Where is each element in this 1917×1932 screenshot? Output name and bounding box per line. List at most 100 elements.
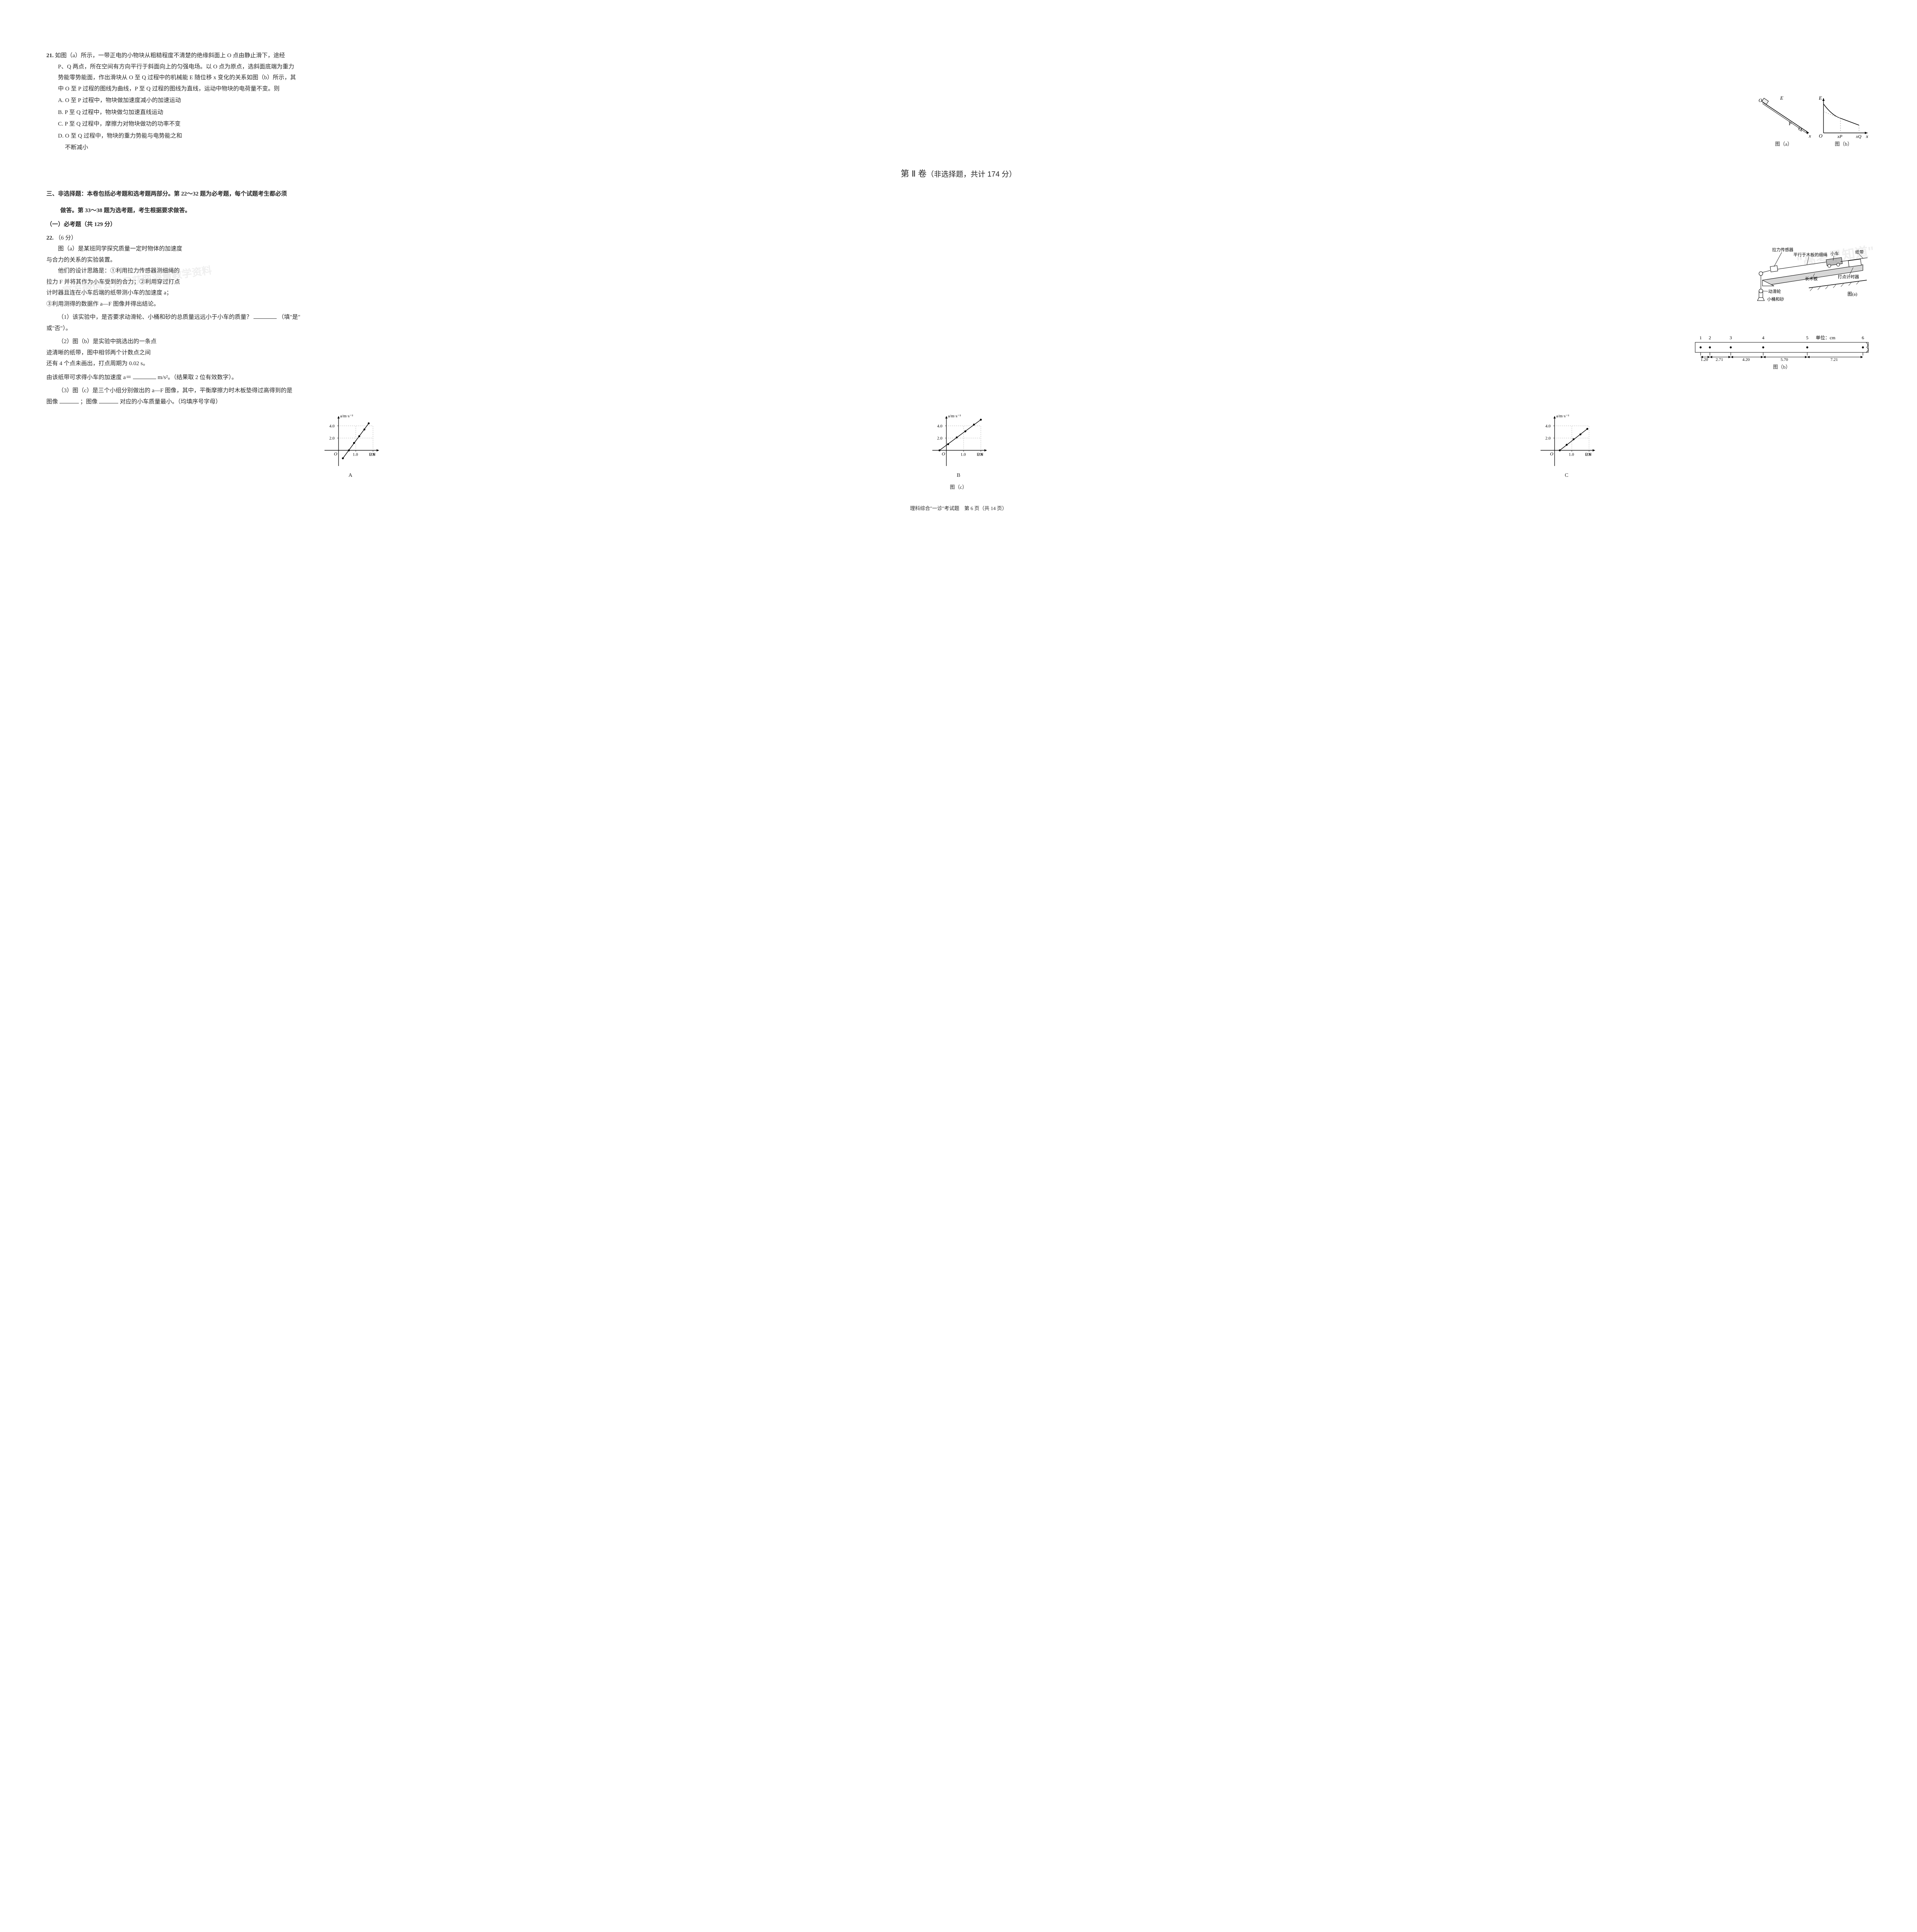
q22-p2-l3: 计时器且连在小车后端的纸带测小车的加速度 a； [46,287,1871,299]
q21-options: A. O 至 P 过程中，物块做加速度减小的加速运动 B. P 至 Q 过程中，… [46,95,1871,153]
q21-number: 21. [46,53,54,59]
svg-text:F/N: F/N [977,452,983,457]
q22-sub3-pre: 图像 [46,399,58,405]
q22a-lbl-tape: 纸带 [1855,250,1864,255]
chart-B: 2.04.01.02.0Oa/m·s⁻²F/NB [927,413,989,481]
q21-stem-l4: 中 O 至 P 过程的图线为曲线，P 至 Q 过程的图线为直线，运动中物块的电荷… [46,83,1871,95]
svg-text:O: O [1550,451,1553,457]
q22-sub3-mid: ；图像 [80,399,98,405]
q21-optB: B. P 至 Q 过程中，物块做匀加速直线运动 [58,107,1871,118]
q22-sub1-l1: （1）该实验中，是否要求动滑轮、小桶和砂的总质量远远小于小车的质量？ [58,314,252,320]
q22-figb-caption: 图（b） [1693,362,1871,372]
q22-sub1-blank[interactable] [253,313,277,319]
question-21: 21. 如图（a）所示，一带正电的小物块从粗糙程度不清楚的绝缘斜面上 O 点由静… [46,50,1871,154]
q21-optD-l2: 不断减小 [58,142,1871,153]
svg-text:2.0: 2.0 [937,436,943,441]
q21-figa-P: P [1789,121,1791,126]
q22-sub3-blank1[interactable] [60,398,79,403]
q21-figa-x: x [1808,133,1811,139]
q21-figa-caption: 图（a） [1755,139,1813,149]
svg-text:7.21: 7.21 [1830,357,1838,362]
q22-figc-caption: 图（c） [46,483,1871,492]
svg-text:F/N: F/N [1585,452,1592,457]
q22-sub3-blank2[interactable] [99,398,118,403]
svg-text:1.20: 1.20 [1701,357,1708,362]
q22-p1-l1-txt: 图（a）是某班同学探究质量一定时物体的加速度 [58,246,182,252]
q21-stem-l3: 势能零势能面，作出滑块从 O 至 Q 过程中的机械能 E 随位移 x 变化的关系… [46,72,1871,83]
q22-sub2-l4-post: m/s²。（结果取 2 位有效数字）。 [158,374,237,381]
svg-text:5: 5 [1806,335,1808,340]
q21-optC: C. P 至 Q 过程中，摩擦力对物块做功的功率不变 [58,119,1871,130]
q21-figb-E: E [1818,95,1822,101]
sec2-paren: （非选择题，共计 174 分） [927,170,1016,179]
svg-text:2: 2 [1709,335,1711,340]
q22-p2-l1: 他们的设计思路是：①利用拉力传感器测细绳的 [46,265,1871,277]
page-footer: 理科综合"一诊"考试题 第 6 页（共 14 页） [46,504,1871,514]
q21-figb-O: O [1819,133,1823,139]
q22-p2-l2: 拉力 F 并将其作为小车受到的合力；②利用穿过打点 [46,277,1871,288]
chart-A: 2.04.01.02.0Oa/m·s⁻²F/NA [320,413,381,481]
q21-fig-b: E O xP xQ x 图（b） [1817,94,1871,149]
q21-figb-xQ: xQ [1856,134,1861,139]
q22-sub2-l1: （2）图（b）是实验中挑选出的一条点 [46,336,1871,347]
svg-text:2.71: 2.71 [1716,357,1723,362]
q21-figures: E O P Q x 图（a） [1755,94,1871,149]
svg-text:1.0: 1.0 [1569,452,1574,457]
svg-text:a/m·s⁻²: a/m·s⁻² [948,414,961,418]
sec2-suffix: 卷 [918,169,927,179]
q22-sub3-l2: 图像 ；图像 对应的小车质量最小。（均填序号字母） [46,396,1871,408]
q22-sub2-blank[interactable] [133,373,156,379]
svg-text:6: 6 [1862,335,1864,340]
svg-text:2.0: 2.0 [1545,436,1551,441]
section-2-title: 第 Ⅱ 卷（非选择题，共计 174 分） [46,166,1871,182]
svg-text:4: 4 [1762,335,1764,340]
sec3-required: （一）必考题（共 129 分） [46,219,1871,230]
svg-text:2.0: 2.0 [329,436,335,441]
q21-figb-x: x [1866,133,1868,139]
q22a-caption: 图(a) [1847,291,1857,297]
svg-text:1.0: 1.0 [961,452,966,457]
svg-text:5.70: 5.70 [1781,357,1788,362]
q22a-lbl-string: 平行于木板的细绳 [1793,252,1827,257]
q22-sub2-l2: 迹清晰的纸带，图中相邻两个计数点之间 [46,347,1871,359]
svg-text:4.0: 4.0 [1545,424,1551,429]
q22a-lbl-board: 长木板 [1805,276,1818,281]
svg-text:O: O [942,451,946,457]
sec2-roman: Ⅱ [912,169,916,179]
svg-text:F/N: F/N [369,452,375,457]
chart-C: 2.04.01.02.0Oa/m·s⁻²F/NC [1536,413,1597,481]
q22a-lbl-sensor: 拉力传感器 [1772,247,1793,252]
svg-text:4.0: 4.0 [329,424,335,429]
q22-p2-l4: ③利用测得的数据作 a—F 图像并得出结论。 [46,299,1871,310]
sec3-l2: 做答。第 33～38 题为选考题，考生根据要求做答。 [46,205,1871,216]
q21-figb-caption: 图（b） [1817,139,1871,149]
sec2-prefix: 第 [901,169,909,179]
svg-text:1.0: 1.0 [353,452,358,457]
q22-figb-svg: 单位：cm1234561.202.714.205.707.21 [1693,334,1871,362]
q22-sub3-post: 对应的小车质量最小。（均填序号字母） [120,399,221,405]
q22a-lbl-cart: 小车 [1830,251,1839,256]
question-22: "高考早知道" 官方微信公众号获取海量教学资料 22. （6 分） [46,233,1871,492]
q22-sub1: （1）该实验中，是否要求动滑轮、小桶和砂的总质量远远小于小车的质量？ （填"是" [46,312,1871,323]
q22-sub2-l4: 由该纸带可求得小车的加速度 a＝ m/s²。（结果取 2 位有效数字）。 [46,372,1871,383]
q22-number: 22. [46,235,54,241]
q21-optD-l1: D. O 至 Q 过程中，物块的重力势能与电势能之和 [58,131,1871,142]
svg-text:3: 3 [1730,335,1732,340]
q22-fig-a: 拉力传感器 平行于木板的细绳 小车 纸带 长木板 打点计时器 动滑轮 小桶和砂 … [1751,243,1871,301]
q22-sub2-l4-pre: 由该纸带可求得小车的加速度 a＝ [46,374,131,381]
q22-sub1-l2: （填"是" [278,314,300,320]
q21-figa-E: E [1780,95,1783,101]
q21-stem-l1: 如图（a）所示，一带正电的小物块从粗糙程度不清楚的绝缘斜面上 O 点由静止滑下，… [55,53,285,59]
q22-points: （6 分） [55,235,77,241]
q22a-lbl-pulley: 动滑轮 [1768,289,1781,294]
q22-header: 22. （6 分） [46,233,1871,244]
sec3-l1: 三、非选择题：本卷包括必考题和选考题两部分。第 22～32 题为必考题，每个试题… [46,191,287,197]
svg-text:O: O [334,451,337,457]
q21-optA: A. O 至 P 过程中，物块做加速度减小的加速运动 [58,95,1871,106]
q22-p1-l2: 与合力的关系的实验装置。 [46,255,1871,266]
svg-text:4.20: 4.20 [1742,357,1750,362]
q22a-lbl-timer: 打点计时器 [1838,274,1859,279]
q22-fig-c-row: 2.04.01.02.0Oa/m·s⁻²F/NA2.04.01.02.0Oa/m… [46,413,1871,481]
q21-fig-a-svg: E O P Q x [1755,94,1813,139]
svg-text:单位：cm: 单位：cm [1816,335,1835,340]
